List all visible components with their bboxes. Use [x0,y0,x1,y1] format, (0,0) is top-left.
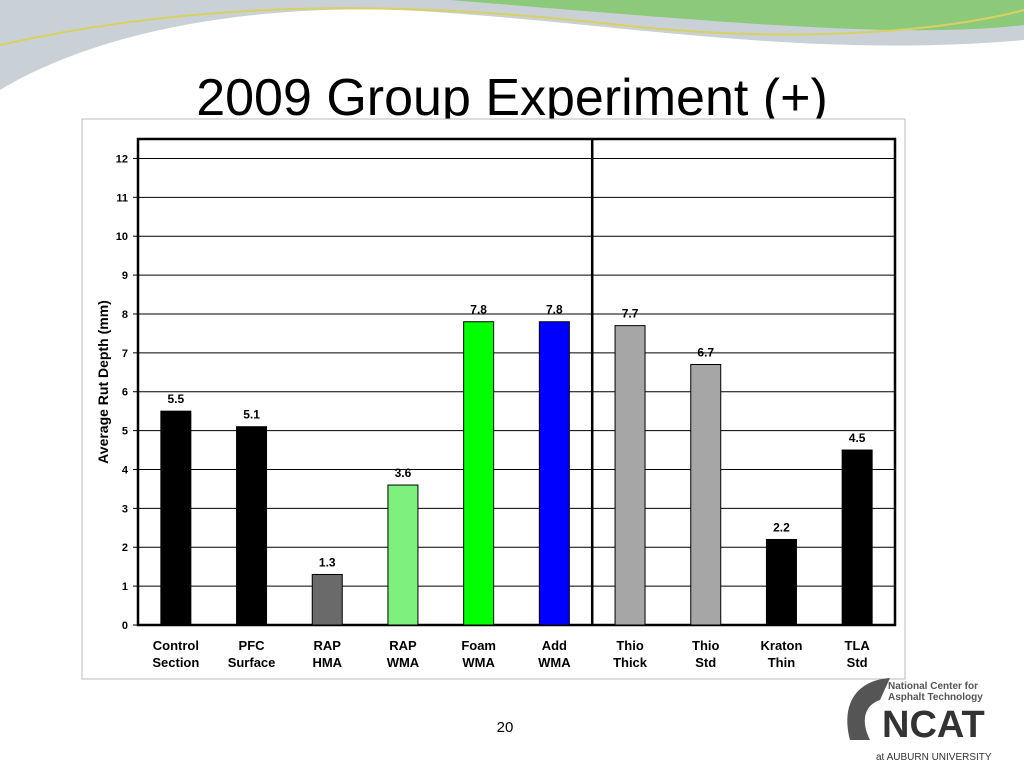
x-tick-label: WMA [462,655,495,670]
data-label: 5.1 [243,408,260,422]
logo: National Center for Asphalt Technology N… [847,678,992,763]
y-tick-label: 0 [122,620,128,632]
slide-title: 2009 Group Experiment (+) [196,69,828,127]
x-tick-label: Std [847,655,868,670]
x-tick-label: Control [153,638,199,653]
y-tick-label: 6 [122,387,128,399]
x-tick-label: TLA [845,638,871,653]
y-tick-label: 8 [122,309,128,321]
x-tick-label: Thio [692,638,719,653]
data-label: 7.8 [546,303,563,317]
y-tick-label: 2 [122,542,128,554]
logo-mark [847,678,890,740]
header-line [0,7,1024,46]
y-axis-label: Average Rut Depth (mm) [95,300,111,464]
y-tick-label: 7 [122,348,128,360]
x-tick-label: WMA [387,655,420,670]
x-tick-label: HMA [312,655,342,670]
y-tick-label: 1 [122,581,128,593]
y-tick-label: 11 [116,192,128,204]
data-label: 7.8 [470,303,487,317]
x-tick-label: Thick [613,655,648,670]
logo-affiliation: at AUBURN UNIVERSITY [876,752,992,763]
x-tick-label: Section [152,655,199,670]
data-label: 5.5 [168,392,185,406]
data-label: 6.7 [697,346,714,360]
y-tick-label: 4 [122,464,129,476]
y-tick-label: 5 [122,426,128,438]
bar [236,426,268,626]
x-tick-label: Std [695,655,716,670]
slide-number: 20 [497,719,514,736]
header-swoosh-green [450,0,1024,31]
bar [160,410,192,626]
data-label: 7.7 [622,307,639,321]
x-tick-label: Kraton [761,638,803,653]
bar [841,449,873,626]
bar [538,321,570,626]
data-label: 3.6 [395,466,412,480]
x-tick-label: Foam [461,638,496,653]
y-tick-label: 9 [122,270,128,282]
x-tick-label: WMA [538,655,571,670]
data-label: 4.5 [849,431,866,445]
bar [765,538,797,626]
bar [463,321,495,626]
data-label: 2.2 [773,520,790,534]
x-tick-label: RAP [389,638,417,653]
logo-name: NCAT [882,704,985,746]
y-tick-label: 12 [116,153,128,165]
x-tick-label: Add [542,638,567,653]
bar [614,325,646,626]
x-tick-label: Surface [228,655,276,670]
data-label: 1.3 [319,555,336,569]
bar [311,573,343,626]
y-tick-label: 10 [116,231,128,243]
y-tick-label: 3 [122,503,128,515]
logo-text: National Center for [888,681,978,692]
bar [387,484,419,626]
x-tick-label: Thin [768,655,795,670]
bar [690,364,722,626]
x-tick-label: PFC [239,638,266,653]
x-tick-label: RAP [314,638,342,653]
logo-text: Asphalt Technology [888,692,983,703]
plot-border [136,137,897,627]
x-tick-label: Thio [616,638,643,653]
